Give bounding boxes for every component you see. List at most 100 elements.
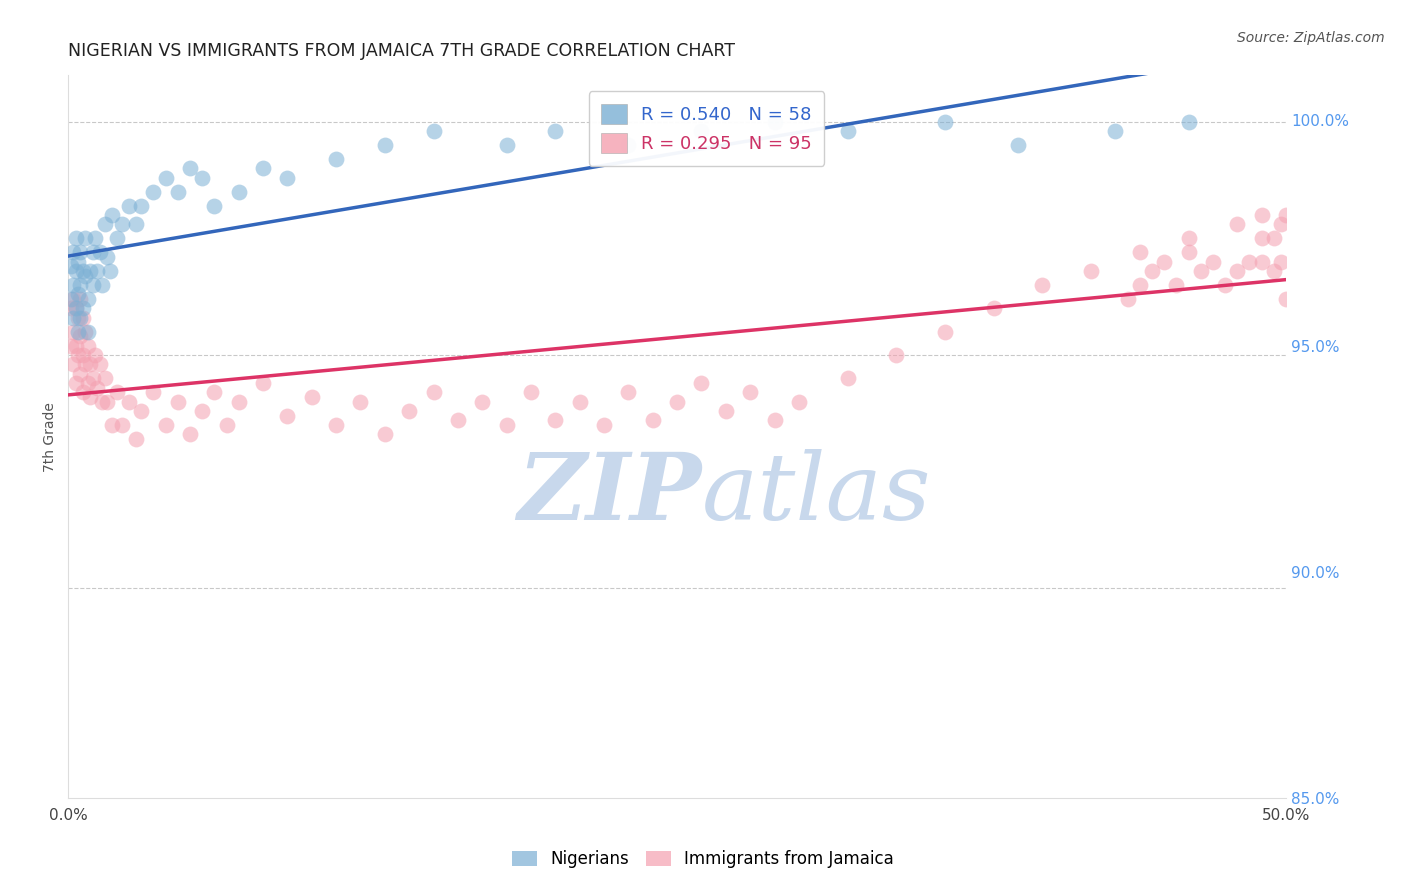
Point	[1202, 254, 1225, 268]
Point	[740, 385, 762, 400]
Point	[66, 254, 89, 268]
Point	[129, 404, 152, 418]
Point	[544, 413, 567, 427]
Text: atlas: atlas	[702, 450, 931, 540]
Point	[91, 278, 114, 293]
Point	[398, 404, 420, 418]
Point	[544, 124, 567, 138]
Point	[666, 394, 689, 409]
Point	[84, 348, 107, 362]
Point	[374, 138, 396, 153]
Point	[66, 310, 89, 325]
Point	[75, 268, 97, 283]
Point	[1263, 231, 1285, 245]
Point	[84, 231, 107, 245]
Point	[884, 348, 907, 362]
Point	[79, 390, 101, 404]
Point	[191, 170, 214, 185]
Point	[62, 357, 84, 371]
Point	[62, 325, 84, 339]
Point	[1250, 254, 1272, 268]
Point	[690, 376, 713, 390]
Point	[690, 124, 713, 138]
Point	[763, 115, 786, 129]
Point	[72, 348, 94, 362]
Point	[1250, 208, 1272, 222]
Point	[641, 413, 664, 427]
Legend: Nigerians, Immigrants from Jamaica: Nigerians, Immigrants from Jamaica	[505, 844, 901, 875]
Point	[202, 199, 225, 213]
Point	[983, 301, 1005, 316]
Point	[166, 185, 188, 199]
Point	[1080, 264, 1102, 278]
Point	[179, 427, 201, 442]
Point	[1140, 264, 1163, 278]
Point	[75, 325, 97, 339]
Point	[166, 394, 188, 409]
Point	[934, 325, 956, 339]
Point	[66, 348, 89, 362]
Point	[82, 245, 104, 260]
Point	[66, 325, 89, 339]
Point	[65, 264, 87, 278]
Point	[82, 278, 104, 293]
Point	[66, 287, 89, 301]
Point	[62, 245, 84, 260]
Point	[76, 292, 98, 306]
Point	[1153, 254, 1175, 268]
Point	[471, 394, 494, 409]
Point	[228, 185, 250, 199]
Point	[325, 417, 347, 432]
Point	[89, 357, 111, 371]
Point	[1239, 254, 1261, 268]
Point	[125, 218, 148, 232]
Point	[349, 394, 371, 409]
Point	[495, 417, 517, 432]
Point	[59, 339, 82, 353]
Point	[1031, 278, 1053, 293]
Point	[155, 417, 177, 432]
Text: ZIP: ZIP	[517, 450, 702, 540]
Point	[520, 385, 543, 400]
Point	[82, 371, 104, 385]
Point	[76, 325, 98, 339]
Point	[59, 301, 82, 316]
Point	[1177, 245, 1199, 260]
Point	[125, 432, 148, 446]
Point	[1189, 264, 1212, 278]
Point	[215, 417, 238, 432]
Point	[62, 278, 84, 293]
Point	[62, 310, 84, 325]
Point	[98, 264, 121, 278]
Point	[1104, 124, 1126, 138]
Point	[76, 339, 98, 353]
Point	[76, 376, 98, 390]
Point	[763, 413, 786, 427]
Y-axis label: 7th Grade: 7th Grade	[44, 401, 58, 472]
Point	[1166, 278, 1188, 293]
Point	[179, 161, 201, 176]
Point	[155, 170, 177, 185]
Point	[72, 385, 94, 400]
Point	[69, 292, 91, 306]
Point	[142, 385, 165, 400]
Point	[96, 250, 118, 264]
Point	[75, 357, 97, 371]
Point	[111, 218, 134, 232]
Point	[79, 264, 101, 278]
Point	[1250, 231, 1272, 245]
Point	[142, 185, 165, 199]
Point	[837, 124, 859, 138]
Point	[72, 310, 94, 325]
Point	[1177, 231, 1199, 245]
Point	[1129, 278, 1152, 293]
Point	[86, 381, 108, 395]
Point	[118, 394, 141, 409]
Point	[1129, 245, 1152, 260]
Point	[1270, 218, 1292, 232]
Point	[1275, 292, 1298, 306]
Point	[276, 409, 298, 423]
Point	[191, 404, 214, 418]
Point	[86, 264, 108, 278]
Point	[72, 264, 94, 278]
